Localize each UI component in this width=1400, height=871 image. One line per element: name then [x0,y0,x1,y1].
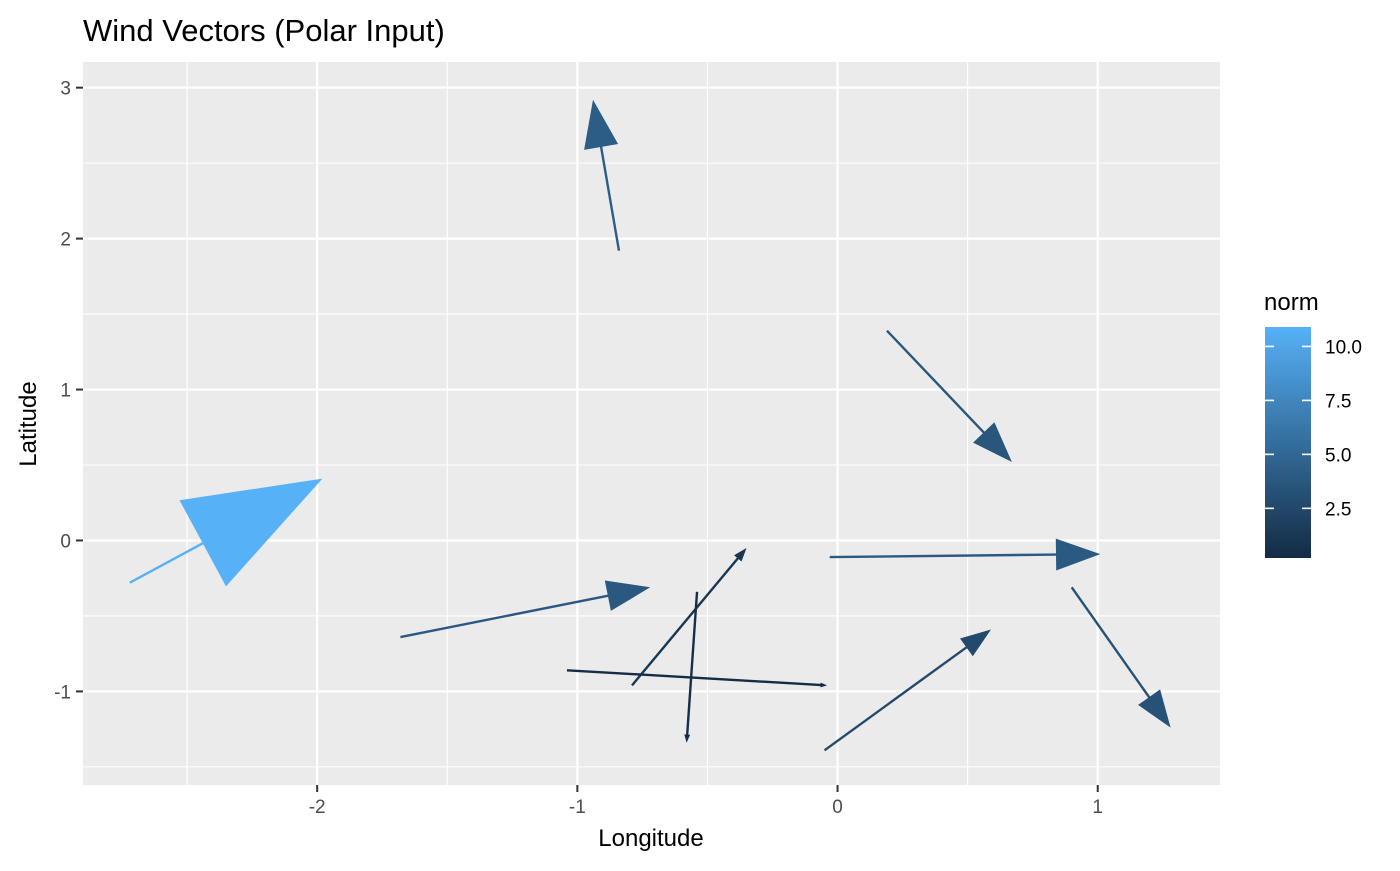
y-tick-label: 2 [60,230,71,251]
legend-title: norm [1264,289,1319,316]
legend-tick-label: 2.5 [1325,499,1351,520]
wind-vector [400,580,651,639]
wind-vector [1070,586,1171,728]
chart-title: Wind Vectors (Polar Input) [83,13,445,48]
y-axis-label: Latitude [15,381,42,466]
wind-vector [129,478,323,587]
vector-arrowhead [734,548,747,562]
vector-shaft [823,645,968,752]
wind-vector [886,329,1012,462]
vector-shaft [599,145,621,251]
legend-ticks: 2.5 5.0 7.5 10.0 [1265,337,1362,520]
wind-vector [631,548,747,687]
vector-field [129,99,1171,752]
y-tick-label: 3 [60,79,71,100]
vector-shaft [566,669,822,687]
grid-lines [83,62,1220,785]
wind-vector [829,538,1101,571]
vector-arrowhead [684,734,691,743]
vector-shaft [685,591,699,736]
legend-colorbar [1265,327,1311,558]
wind-vector [823,629,991,752]
x-tick-label: 0 [832,797,843,818]
wind-vector [684,591,699,743]
vector-arrowhead [1138,689,1171,728]
axes: -2 -1 0 1 -1 0 1 2 3 [54,79,1103,818]
vector-arrowhead [820,682,828,688]
vector-arrowhead [1055,538,1101,571]
y-tick-label: 0 [60,531,71,552]
vector-shaft [631,556,740,687]
y-tick-label: -1 [54,682,71,703]
vector-arrowhead [973,422,1012,462]
legend-tick-label: 7.5 [1325,391,1351,412]
legend: norm 2.5 5.0 7.5 10.0 [1264,289,1362,558]
vector-shaft [1070,586,1151,699]
x-axis-label: Longitude [598,825,703,852]
vector-arrowhead [179,478,323,587]
vector-shaft [829,553,1057,559]
x-tick-label: -1 [569,797,586,818]
plot-panel [83,62,1220,785]
vector-shaft [129,541,205,584]
x-tick-label: -2 [309,797,326,818]
vector-arrowhead [584,99,619,150]
legend-tick-label: 10.0 [1325,337,1362,358]
legend-tick-label: 5.0 [1325,445,1351,466]
vector-shaft [400,594,610,639]
y-tick-label: 1 [60,381,71,402]
wind-vector [566,669,828,688]
x-tick-label: 1 [1092,797,1103,818]
vector-shaft [886,329,986,434]
wind-vector [584,99,621,251]
vector-arrowhead [604,580,651,611]
vector-arrowhead [960,629,991,657]
